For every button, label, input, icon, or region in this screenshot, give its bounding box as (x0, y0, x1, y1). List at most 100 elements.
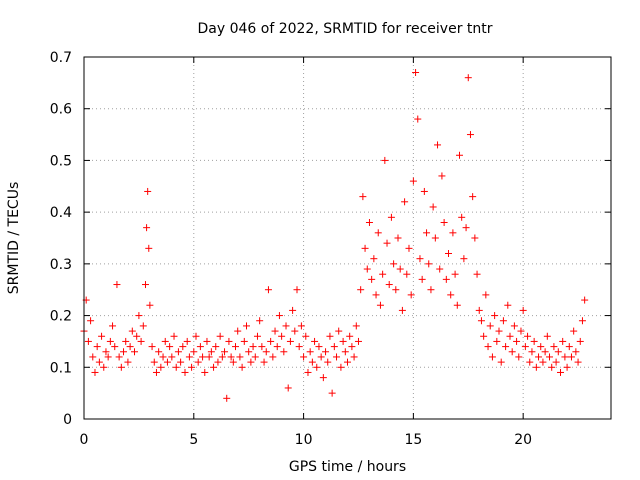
data-point (434, 141, 442, 149)
data-point (317, 353, 325, 361)
data-point (146, 301, 154, 309)
data-point (324, 358, 332, 366)
data-point (546, 353, 554, 361)
data-point (236, 353, 244, 361)
axis-ticks (83, 56, 611, 420)
data-point (552, 358, 560, 366)
data-point (396, 265, 404, 273)
data-point (289, 306, 297, 314)
data-point (458, 213, 466, 221)
data-point (157, 363, 165, 371)
data-point (251, 353, 259, 361)
data-point (484, 343, 492, 351)
data-point (163, 358, 171, 366)
data-point (249, 343, 257, 351)
data-point (122, 337, 130, 345)
data-point (466, 131, 474, 139)
data-point (528, 348, 536, 356)
data-point (113, 281, 121, 289)
data-point (221, 348, 229, 356)
data-point (188, 363, 196, 371)
data-point (93, 343, 101, 351)
data-point (392, 286, 400, 294)
data-point (201, 368, 209, 376)
data-point (181, 368, 189, 376)
y-tick-label: 0.4 (50, 205, 72, 221)
data-point (405, 244, 413, 252)
data-point (337, 363, 345, 371)
data-point (117, 363, 125, 371)
data-point (297, 322, 305, 330)
data-point (436, 265, 444, 273)
data-point (420, 187, 428, 195)
data-point (100, 363, 108, 371)
data-point (98, 332, 106, 340)
data-point (238, 363, 246, 371)
data-point (416, 255, 424, 263)
data-point (225, 337, 233, 345)
data-point (381, 156, 389, 164)
data-point (185, 353, 193, 361)
data-point (330, 343, 338, 351)
data-point (89, 353, 97, 361)
data-point (554, 348, 562, 356)
data-point (532, 363, 540, 371)
data-point (172, 363, 180, 371)
y-tick-label: 0 (63, 412, 72, 428)
data-point (161, 337, 169, 345)
data-point (284, 384, 292, 392)
data-point (214, 358, 222, 366)
data-point (262, 348, 270, 356)
data-point (379, 270, 387, 278)
data-point (425, 260, 433, 268)
data-point (260, 358, 268, 366)
data-point (295, 343, 303, 351)
data-point (451, 270, 459, 278)
data-point (370, 255, 378, 263)
data-point (247, 358, 255, 366)
data-point (346, 332, 354, 340)
data-point (576, 337, 584, 345)
data-point (152, 368, 160, 376)
data-point (333, 353, 341, 361)
data-point (87, 317, 95, 325)
data-point (499, 317, 507, 325)
y-tick-labels: 0 0.1 0.2 0.3 0.4 0.5 0.6 0.7 (50, 50, 72, 428)
data-point (106, 337, 114, 345)
data-point (543, 332, 551, 340)
x-tick-label: 15 (404, 432, 422, 448)
data-point (326, 332, 334, 340)
data-point (111, 343, 119, 351)
data-point (521, 343, 529, 351)
data-point (515, 353, 523, 361)
data-point (267, 337, 275, 345)
data-point (495, 327, 503, 335)
data-point (137, 337, 145, 345)
data-point (368, 275, 376, 283)
data-point (229, 358, 237, 366)
data-point (159, 353, 167, 361)
data-point (480, 332, 488, 340)
data-point (504, 301, 512, 309)
data-point (440, 218, 448, 226)
data-point (143, 224, 151, 232)
data-point (385, 281, 393, 289)
data-point (361, 244, 369, 252)
data-point (216, 332, 224, 340)
data-point (210, 363, 218, 371)
data-point (526, 358, 534, 366)
data-point (535, 353, 543, 361)
data-point (166, 343, 174, 351)
data-point (486, 322, 494, 330)
data-point (102, 348, 110, 356)
data-point (190, 348, 198, 356)
data-point (365, 218, 373, 226)
data-point (183, 337, 191, 345)
data-point (196, 343, 204, 351)
data-point (240, 337, 248, 345)
data-point (104, 353, 112, 361)
data-point (510, 322, 518, 330)
data-point (256, 317, 264, 325)
data-point (144, 187, 152, 195)
